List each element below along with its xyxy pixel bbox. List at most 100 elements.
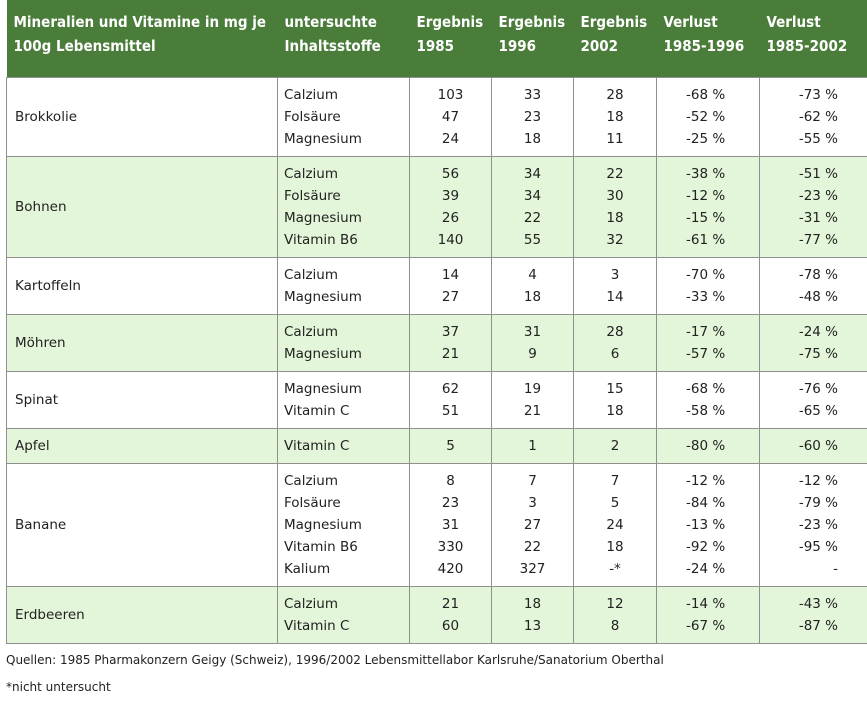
value-1996-cell: 31 9	[491, 313, 574, 372]
nutrient-name: Folsäure	[284, 494, 341, 511]
loss-1985-1996: -52 %	[686, 108, 726, 125]
value-1996: 327	[519, 560, 546, 577]
value-2002: 24	[606, 516, 624, 533]
value-1996: 55	[523, 231, 542, 248]
value-1985: 103	[437, 86, 464, 103]
food-name: Bohnen	[6, 155, 278, 258]
loss-1985-2002: -	[833, 560, 838, 577]
loss-1985-2002: -55 %	[798, 130, 838, 147]
loss-1985-1996: -68 %	[686, 86, 726, 103]
loss-1985-1996: -38 %	[686, 165, 726, 182]
loss-1985-1996: -80 %	[686, 437, 726, 454]
value-2002: 18	[606, 538, 624, 555]
value-1996: 1	[528, 437, 537, 454]
nutrient-name: Folsäure	[284, 187, 341, 204]
value-2002: 3	[610, 266, 620, 283]
value-2002: 15	[606, 380, 624, 397]
nutrient-name: Folsäure	[284, 108, 341, 125]
table-row: Banane Calzium Folsäure Magnesium Vitamin B6…	[6, 462, 867, 587]
nutrient-loss-table: Mineralien und Vitamine in mg je 100g Le…	[6, 0, 867, 644]
value-2002-cell: 3 14	[573, 256, 657, 315]
value-2002-cell: 22 30 18 32	[573, 155, 657, 258]
header-food: Mineralien und Vitamine in mg je 100g Le…	[6, 0, 278, 77]
loss-1985-2002: -65 %	[798, 402, 838, 419]
nutrient-name: Calzium	[284, 595, 338, 612]
value-1985: 37	[441, 323, 460, 340]
value-1996: 22	[523, 209, 542, 226]
value-1996-cell: 18 13	[491, 585, 574, 644]
value-2002: 18	[606, 402, 624, 419]
loss-1985-2002: -12 %	[798, 472, 838, 489]
value-2002: 14	[606, 288, 624, 305]
loss-1985-1996: -58 %	[686, 402, 726, 419]
value-1985: 47	[441, 108, 460, 125]
nutrient-name: Calzium	[284, 266, 338, 283]
loss-1985-2002-cell: -60 %	[759, 427, 867, 464]
table-row: Brokkolie Calzium Folsäure Magnesium 103 47 24…	[6, 76, 867, 157]
food-name: Spinat	[6, 370, 278, 429]
nutrient-name-cell: Calzium Folsäure Magnesium	[277, 76, 410, 157]
loss-1985-2002: -62 %	[798, 108, 838, 125]
loss-1985-2002-cell: -76 % -65 %	[759, 370, 867, 429]
value-1985-cell: 14 27	[409, 256, 492, 315]
value-1985: 8	[446, 472, 455, 489]
food-name: Erdbeeren	[6, 585, 278, 644]
header-nutrients: untersuchte Inhaltsstoffe	[277, 0, 410, 77]
loss-1985-2002: -23 %	[798, 187, 838, 204]
value-1985: 51	[441, 402, 460, 419]
value-1996: 23	[523, 108, 542, 125]
value-2002-cell: 28 6	[573, 313, 657, 372]
loss-1985-1996-cell: -38 % -12 % -15 % -61 %	[656, 155, 760, 258]
nutrient-name: Magnesium	[284, 288, 362, 305]
loss-1985-1996-cell: -68 % -52 % -25 %	[656, 76, 760, 157]
value-1985-cell: 5	[409, 427, 492, 464]
value-1996: 3	[528, 494, 537, 511]
value-1996-cell: 4 18	[491, 256, 574, 315]
loss-1985-1996-cell: -80 %	[656, 427, 760, 464]
food-name: Kartoffeln	[6, 256, 278, 315]
nutrient-name: Calzium	[284, 472, 338, 489]
value-1985-cell: 8 23 31 330 420	[409, 462, 492, 587]
loss-1985-2002: -95 %	[798, 538, 838, 555]
value-1996-cell: 34 34 22 55	[491, 155, 574, 258]
loss-1985-2002: -75 %	[798, 345, 838, 362]
nutrient-name: Calzium	[284, 323, 338, 340]
nutrient-name: Calzium	[284, 86, 338, 103]
loss-1985-1996: -24 %	[686, 560, 726, 577]
value-1985: 31	[441, 516, 460, 533]
loss-1985-2002-cell: -12 % -79 % -23 % -95 % -	[759, 462, 867, 587]
nutrient-name-cell: Magnesium Vitamin C	[277, 370, 410, 429]
value-1996: 33	[523, 86, 542, 103]
loss-1985-2002-cell: -78 % -48 %	[759, 256, 867, 315]
nutrient-name: Vitamin B6	[284, 538, 358, 555]
loss-1985-1996: -84 %	[686, 494, 726, 511]
nutrient-name-cell: Calzium Vitamin C	[277, 585, 410, 644]
loss-1985-1996: -25 %	[686, 130, 726, 147]
table-row: Möhren Calzium Magnesium 37 21 31 9 28 6 -17 % -57…	[6, 313, 867, 372]
nutrient-name: Calzium	[284, 165, 338, 182]
table-row: Erdbeeren Calzium Vitamin C 21 60 18 13 12 8 -14 …	[6, 585, 867, 644]
value-2002: 12	[606, 595, 624, 612]
value-1985: 39	[441, 187, 460, 204]
value-1996-cell: 19 21	[491, 370, 574, 429]
loss-1985-1996: -61 %	[686, 231, 726, 248]
loss-1985-1996: -15 %	[686, 209, 726, 226]
value-2002-cell: 12 8	[573, 585, 657, 644]
value-1996: 9	[528, 345, 537, 362]
loss-1985-2002: -31 %	[798, 209, 838, 226]
nutrient-name: Magnesium	[284, 130, 362, 147]
loss-1985-2002: -43 %	[798, 595, 838, 612]
value-2002: 8	[610, 617, 620, 634]
header-result-1996: Ergebnis 1996	[491, 0, 574, 77]
nutrient-name: Vitamin C	[284, 437, 350, 454]
value-1985: 24	[441, 130, 460, 147]
value-1985: 21	[441, 595, 460, 612]
value-1985: 60	[441, 617, 460, 634]
value-1996-cell: 7 3 27 22 327	[491, 462, 574, 587]
value-2002: 28	[606, 86, 624, 103]
nutrient-name: Kalium	[284, 560, 331, 577]
value-1996: 18	[523, 288, 542, 305]
nutrient-name-cell: Calzium Magnesium	[277, 256, 410, 315]
value-2002-cell: 2	[573, 427, 657, 464]
value-2002: 22	[606, 165, 624, 182]
